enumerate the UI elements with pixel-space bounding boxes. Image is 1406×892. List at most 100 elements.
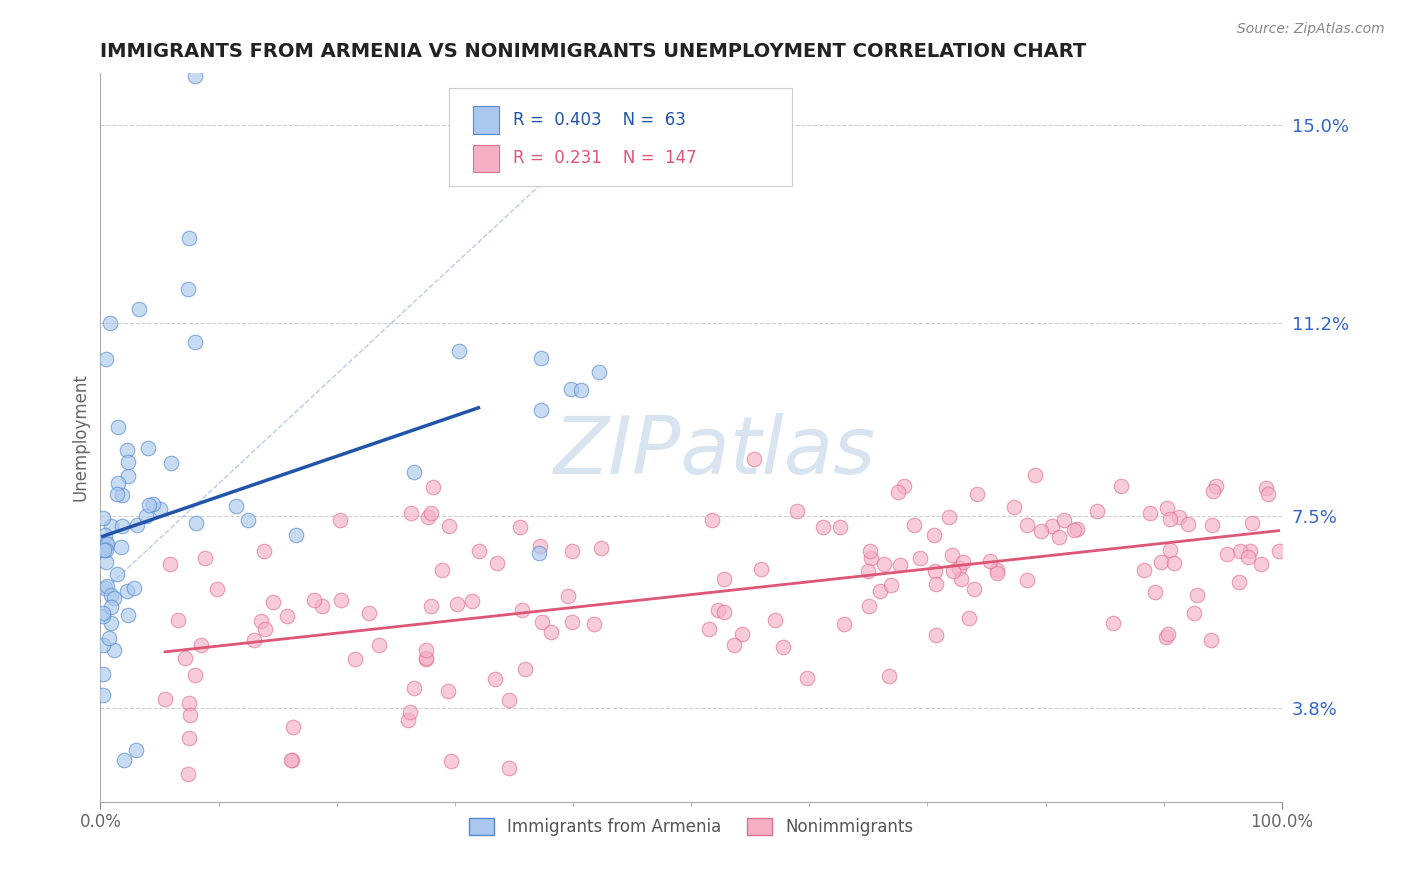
Point xyxy=(529,539,551,553)
Point xyxy=(1029,524,1052,538)
Point xyxy=(402,681,425,696)
Point xyxy=(903,518,925,533)
Point xyxy=(190,638,212,652)
Point xyxy=(979,554,1001,568)
Text: R =  0.231    N =  147: R = 0.231 N = 147 xyxy=(513,150,696,168)
Point xyxy=(1150,555,1173,569)
Text: R =  0.403    N =  63: R = 0.403 N = 63 xyxy=(513,111,686,129)
Point xyxy=(179,707,201,722)
Point xyxy=(986,562,1008,576)
Point xyxy=(561,615,583,629)
Point xyxy=(105,566,128,581)
Point xyxy=(948,561,970,575)
Point xyxy=(1250,557,1272,571)
Point xyxy=(184,667,207,681)
Point xyxy=(924,564,946,578)
Y-axis label: Unemployment: Unemployment xyxy=(72,374,89,501)
Point xyxy=(98,316,121,330)
Point xyxy=(749,562,772,576)
Point xyxy=(889,558,911,572)
Point xyxy=(142,497,165,511)
Point xyxy=(100,599,122,614)
Point xyxy=(1040,519,1063,533)
Legend: Immigrants from Armenia, Nonimmigrants: Immigrants from Armenia, Nonimmigrants xyxy=(461,809,921,844)
Point xyxy=(249,614,271,628)
Point xyxy=(205,582,228,596)
Point xyxy=(880,578,903,592)
Point xyxy=(440,754,463,768)
Point xyxy=(91,667,114,681)
Point xyxy=(418,510,440,524)
Point xyxy=(498,692,520,706)
Point xyxy=(367,638,389,652)
Point xyxy=(177,731,200,746)
Point xyxy=(859,544,882,558)
Point xyxy=(908,551,931,566)
Point xyxy=(138,498,160,512)
Point xyxy=(115,584,138,599)
Point xyxy=(588,365,610,379)
Point xyxy=(179,696,201,710)
Point xyxy=(311,599,333,613)
Point xyxy=(419,506,441,520)
Point xyxy=(91,609,114,624)
Point xyxy=(1237,550,1260,565)
Point xyxy=(136,441,159,455)
Point xyxy=(94,581,117,595)
Point xyxy=(281,720,304,734)
Point xyxy=(484,672,506,686)
Point xyxy=(510,603,533,617)
Point xyxy=(103,591,125,605)
Point xyxy=(1157,627,1180,641)
Point xyxy=(1201,518,1223,533)
Point xyxy=(498,761,520,775)
Point xyxy=(1205,479,1227,493)
Point xyxy=(184,516,207,530)
Point xyxy=(174,650,197,665)
Point xyxy=(1177,516,1199,531)
Point xyxy=(1227,574,1250,589)
Point xyxy=(1168,509,1191,524)
Point xyxy=(93,542,115,557)
Point xyxy=(966,487,988,501)
Point xyxy=(925,628,948,642)
Point xyxy=(447,343,470,358)
Point xyxy=(91,688,114,702)
Point xyxy=(938,510,960,524)
Point xyxy=(96,579,118,593)
Point xyxy=(1240,516,1263,530)
Point xyxy=(963,582,986,596)
Point xyxy=(1047,530,1070,544)
FancyBboxPatch shape xyxy=(449,88,792,186)
Point xyxy=(415,643,437,657)
Point xyxy=(1101,615,1123,630)
Point xyxy=(107,475,129,490)
Point xyxy=(422,480,444,494)
Point xyxy=(869,583,891,598)
Point xyxy=(589,541,612,556)
Point xyxy=(153,692,176,706)
Point xyxy=(1085,504,1108,518)
Point xyxy=(194,550,217,565)
Point xyxy=(167,613,190,627)
Point xyxy=(582,616,605,631)
Point xyxy=(112,753,135,767)
Point xyxy=(96,352,118,367)
Point xyxy=(96,555,118,569)
Point xyxy=(1202,483,1225,498)
Point xyxy=(128,302,150,317)
Point xyxy=(560,382,582,396)
Point xyxy=(1144,584,1167,599)
Point xyxy=(697,622,720,636)
Point xyxy=(1229,544,1251,558)
Point xyxy=(859,551,882,566)
Point xyxy=(706,603,728,617)
Point xyxy=(396,714,419,728)
Point xyxy=(415,652,437,666)
Point xyxy=(117,608,139,623)
Point xyxy=(107,420,129,434)
Point xyxy=(179,231,201,245)
Point xyxy=(177,282,200,296)
Point xyxy=(942,564,965,578)
Point xyxy=(723,638,745,652)
